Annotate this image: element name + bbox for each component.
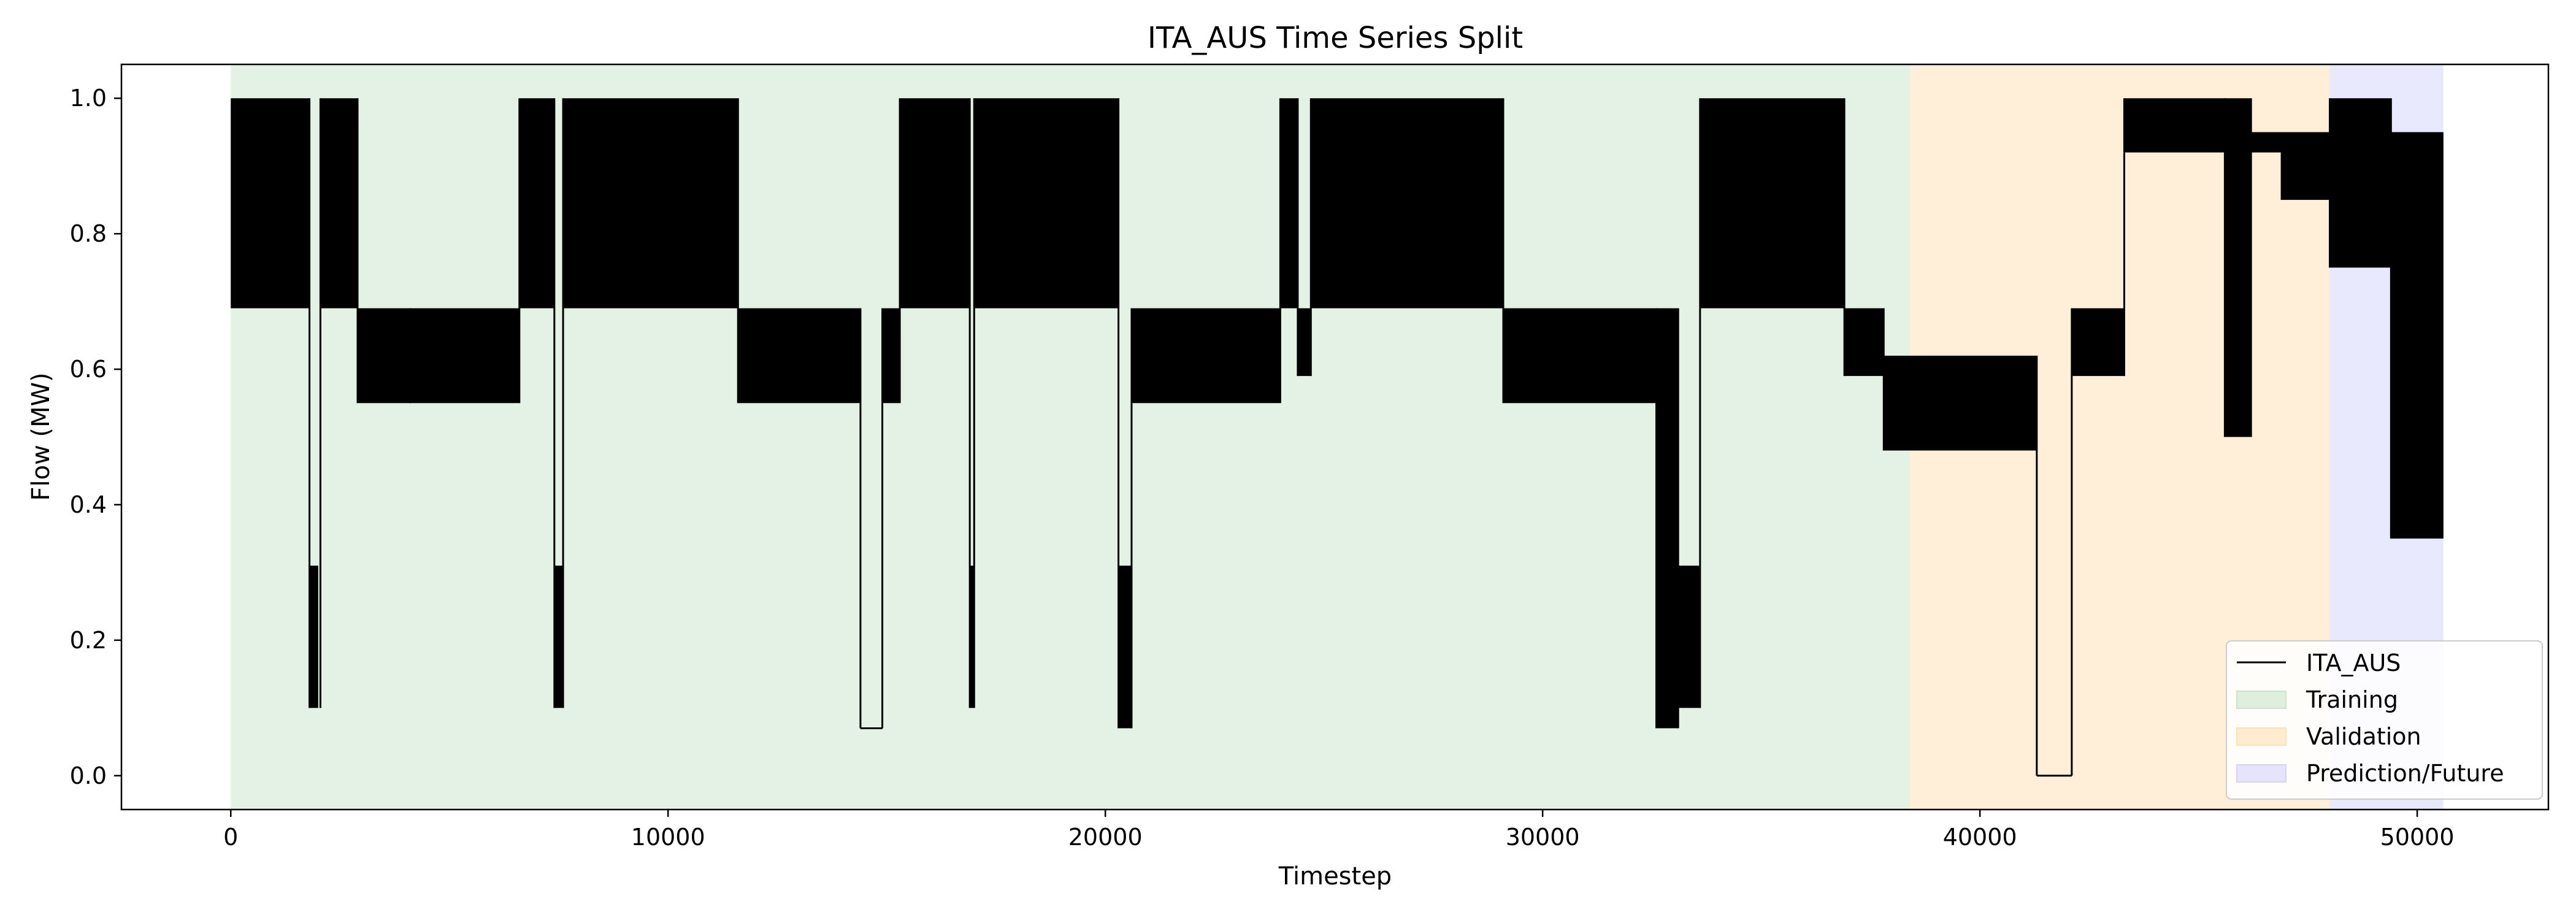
- legend-swatch-prediction: [2236, 764, 2287, 783]
- series-segment: [519, 98, 554, 308]
- series-segment: [309, 565, 318, 708]
- legend-box: [2226, 640, 2543, 800]
- legend-label-validation: Validation: [2306, 723, 2421, 750]
- legend-swatch-validation: [2236, 727, 2287, 746]
- series-segment: [2329, 98, 2391, 268]
- series-segment: [1503, 308, 1657, 404]
- chart-title: ITA_AUS Time Series Split: [1148, 21, 1523, 55]
- x-tick-label: 20000: [1068, 824, 1143, 851]
- series-segment: [970, 565, 975, 708]
- series-segment: [2225, 98, 2252, 437]
- series-segment: [1280, 98, 1298, 308]
- series-segment: [410, 308, 519, 404]
- y-axis-label: Flow (MW): [27, 372, 55, 500]
- series-segment: [320, 98, 358, 308]
- series-segment: [738, 308, 861, 404]
- series-segment: [2071, 308, 2125, 377]
- x-axis-ticks: 0 10000 20000 30000 40000 50000: [223, 810, 2455, 851]
- series-segment: [358, 308, 410, 404]
- series-segment: [563, 98, 738, 308]
- y-tick-label: 0.4: [70, 491, 107, 518]
- x-tick-label: 0: [223, 824, 238, 851]
- series-segment: [554, 565, 564, 708]
- x-axis-label: Timestep: [1278, 862, 1392, 890]
- series-segment: [231, 98, 310, 308]
- series-segment: [2124, 98, 2225, 153]
- series-segment: [1844, 308, 1884, 377]
- series-segment: [1656, 308, 1679, 729]
- series-segment: [2282, 132, 2330, 200]
- series-segment: [1131, 308, 1281, 404]
- y-tick-label: 1.0: [70, 85, 107, 112]
- y-tick-label: 0.6: [70, 356, 107, 383]
- series-layer: [231, 98, 2444, 777]
- y-axis-ticks: 0.0 0.2 0.4 0.6 0.8 1.0: [70, 85, 121, 789]
- series-segment: [1118, 565, 1132, 729]
- legend-swatch-training: [2236, 691, 2287, 709]
- series-segment: [900, 98, 970, 308]
- series-segment: [1678, 565, 1700, 708]
- series-segment: [1311, 98, 1503, 308]
- series-ita_aus: [231, 98, 2444, 777]
- series-segment: [974, 98, 1119, 308]
- x-tick-label: 50000: [2380, 824, 2455, 851]
- series-segment: [2251, 132, 2282, 153]
- series-segment: [1297, 308, 1311, 377]
- y-tick-label: 0.0: [70, 762, 107, 789]
- x-tick-label: 10000: [631, 824, 705, 851]
- plot-frame: [120, 63, 2550, 811]
- legend: ITA_AUS Training Validation Prediction/F…: [2226, 640, 2543, 800]
- legend-label-prediction: Prediction/Future: [2306, 760, 2504, 787]
- y-tick-label: 0.2: [70, 627, 107, 654]
- legend-label-training: Training: [2306, 686, 2398, 713]
- series-segment: [1700, 98, 1845, 308]
- x-tick-label: 40000: [1943, 824, 2017, 851]
- x-tick-label: 30000: [1506, 824, 1580, 851]
- series-segment: [1884, 355, 2037, 451]
- y-tick-label: 0.8: [70, 220, 107, 247]
- series-segment: [882, 308, 900, 404]
- legend-label-series: ITA_AUS: [2306, 649, 2401, 676]
- series-segment: [2391, 132, 2444, 539]
